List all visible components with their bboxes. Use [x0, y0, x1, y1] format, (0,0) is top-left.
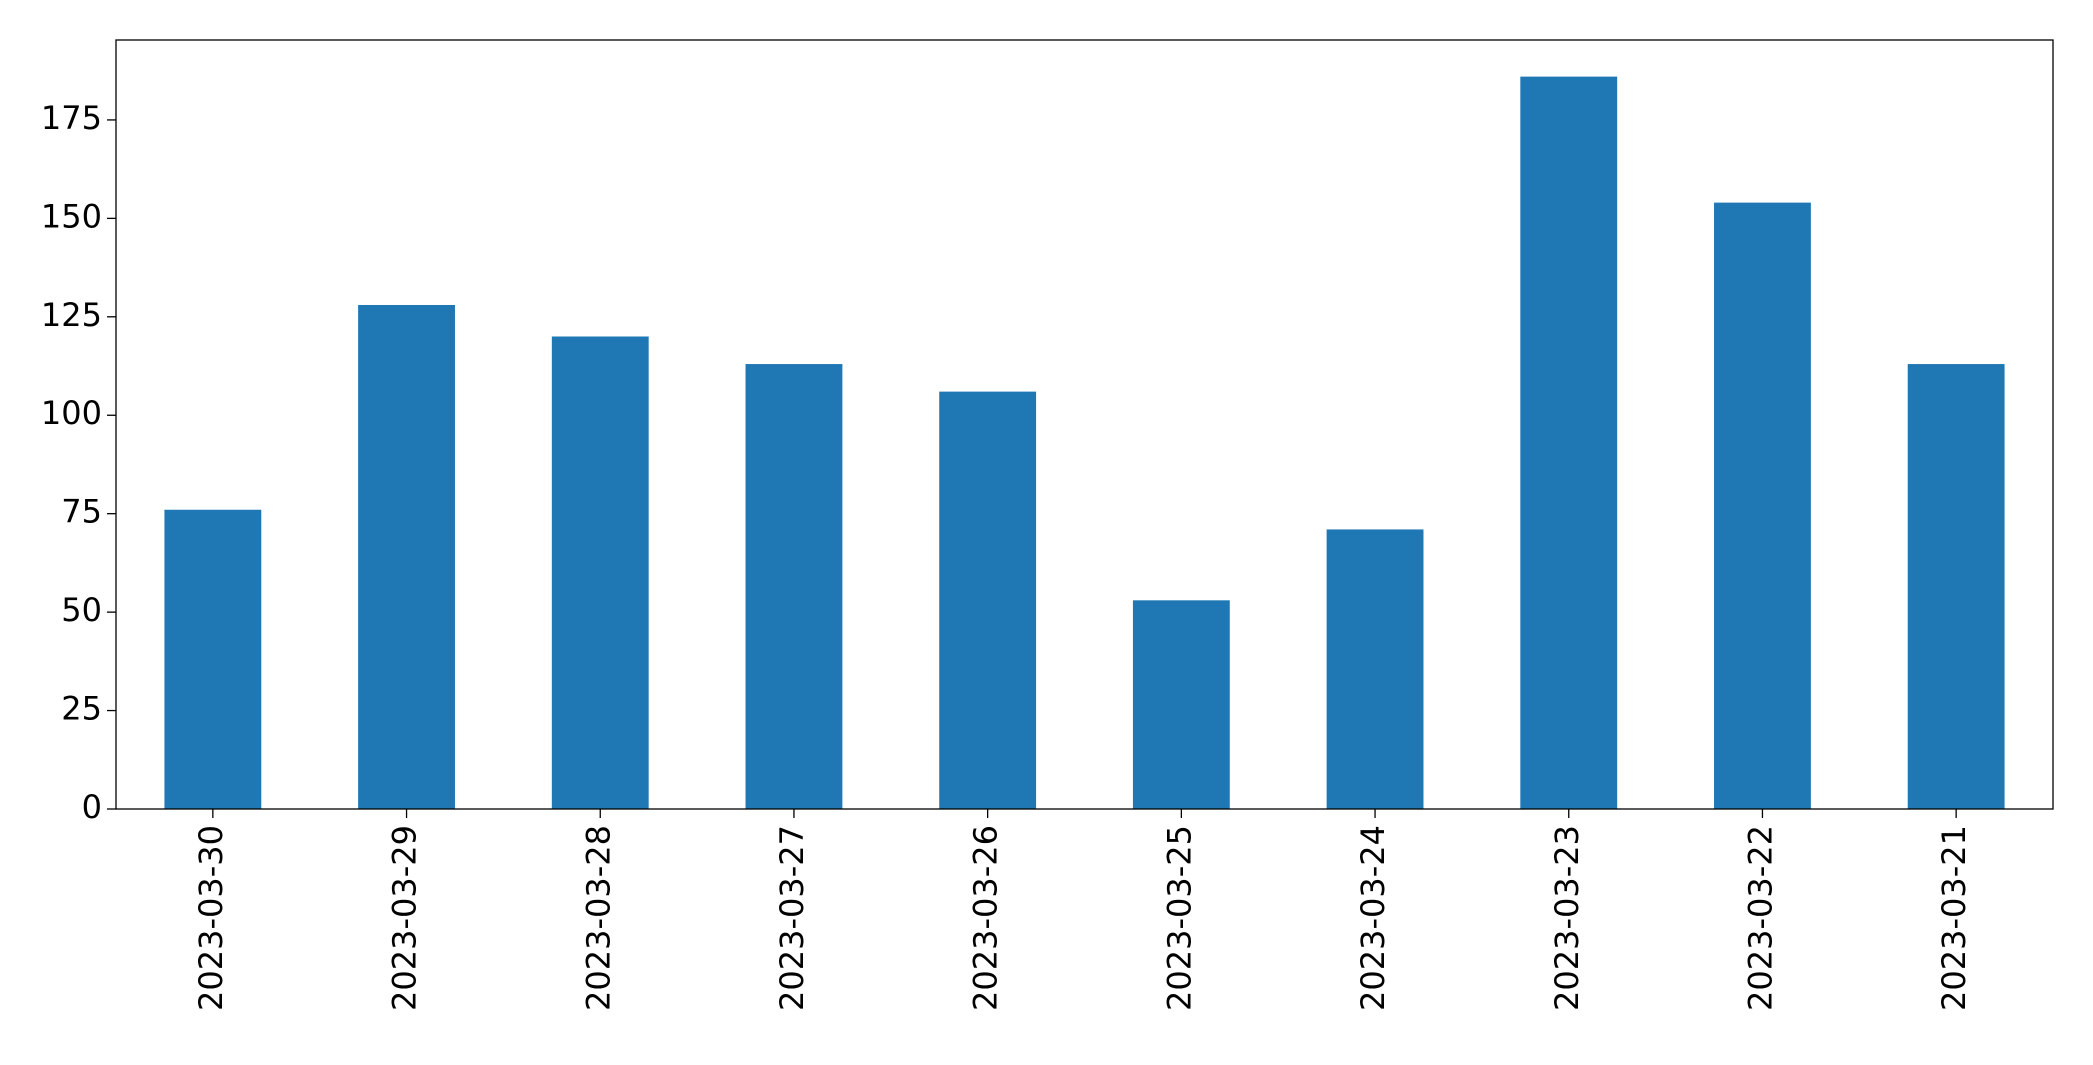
x-tick-label: 2023-03-24	[1354, 825, 1392, 1011]
y-tick-label: 150	[41, 197, 102, 235]
y-tick-label: 100	[41, 394, 102, 432]
bar	[1520, 76, 1618, 810]
y-tick-label: 125	[41, 296, 102, 334]
x-tick-label: 2023-03-26	[967, 825, 1005, 1011]
bar	[551, 336, 649, 809]
bar	[745, 364, 843, 809]
plot-frame	[115, 39, 2054, 810]
bar	[1326, 529, 1424, 809]
x-tick-label: 2023-03-29	[386, 825, 424, 1011]
x-tick-label: 2023-03-22	[1741, 825, 1779, 1011]
x-tick-label: 2023-03-30	[192, 825, 230, 1011]
y-tick-label: 50	[61, 591, 102, 629]
x-tick-label: 2023-03-28	[579, 825, 617, 1011]
x-tick-label: 2023-03-27	[773, 825, 811, 1011]
bar	[164, 509, 262, 809]
bar	[1907, 364, 2005, 809]
x-tick-label: 2023-03-23	[1548, 825, 1586, 1011]
bar	[1132, 600, 1230, 809]
bar	[939, 391, 1037, 809]
y-tick-label: 175	[41, 99, 102, 137]
x-tick-label: 2023-03-21	[1935, 825, 1973, 1011]
y-tick-label: 0	[82, 788, 102, 826]
x-tick-label: 2023-03-25	[1160, 825, 1198, 1011]
bar	[1714, 202, 1811, 810]
y-tick-label: 75	[61, 493, 102, 531]
y-tick-label: 25	[61, 690, 102, 728]
bar	[358, 304, 455, 809]
